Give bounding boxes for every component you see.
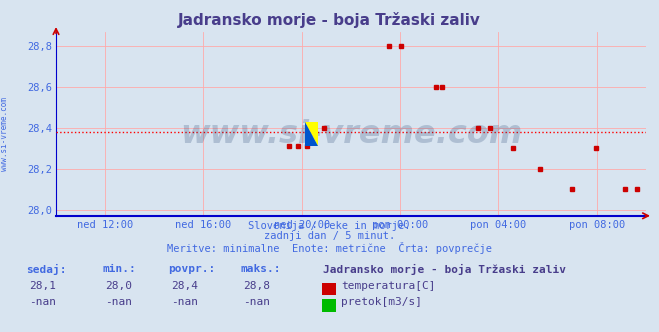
Text: maks.:: maks.:	[241, 264, 281, 274]
Text: -nan: -nan	[244, 297, 270, 307]
Text: -nan: -nan	[171, 297, 198, 307]
Polygon shape	[305, 122, 318, 146]
Polygon shape	[305, 122, 318, 146]
Text: -nan: -nan	[105, 297, 132, 307]
Text: 28,0: 28,0	[105, 281, 132, 290]
Text: 28,8: 28,8	[244, 281, 270, 290]
Text: www.si-vreme.com: www.si-vreme.com	[0, 98, 9, 171]
Text: Jadransko morje - boja Tržaski zaliv: Jadransko morje - boja Tržaski zaliv	[178, 12, 481, 28]
Text: temperatura[C]: temperatura[C]	[341, 281, 436, 290]
Text: zadnji dan / 5 minut.: zadnji dan / 5 minut.	[264, 231, 395, 241]
Text: www.si-vreme.com: www.si-vreme.com	[180, 119, 522, 150]
Text: min.:: min.:	[102, 264, 136, 274]
Text: 28,4: 28,4	[171, 281, 198, 290]
Text: pretok[m3/s]: pretok[m3/s]	[341, 297, 422, 307]
Text: -nan: -nan	[30, 297, 56, 307]
Text: Meritve: minimalne  Enote: metrične  Črta: povprečje: Meritve: minimalne Enote: metrične Črta:…	[167, 242, 492, 254]
Text: Slovenija / reke in morje.: Slovenija / reke in morje.	[248, 221, 411, 231]
Text: povpr.:: povpr.:	[168, 264, 215, 274]
Text: Jadransko morje - boja Tržaski zaliv: Jadransko morje - boja Tržaski zaliv	[323, 264, 566, 275]
Text: sedaj:: sedaj:	[26, 264, 67, 275]
Text: 28,1: 28,1	[30, 281, 56, 290]
